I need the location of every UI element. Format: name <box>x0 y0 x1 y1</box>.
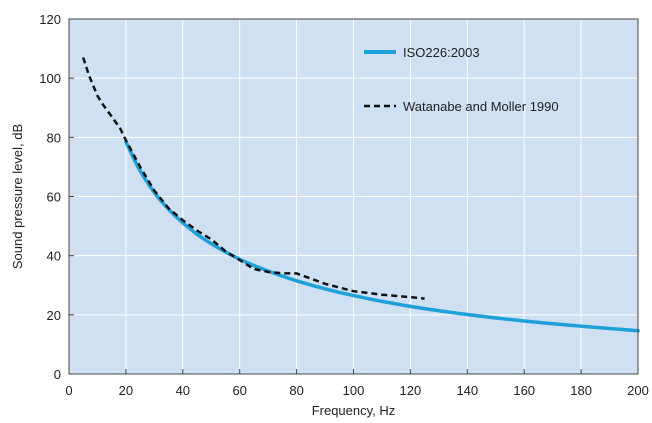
legend-label-iso226: ISO226:2003 <box>403 45 480 60</box>
y-tick-label: 20 <box>47 308 61 323</box>
x-tick-label: 80 <box>289 383 303 398</box>
y-tick-label: 60 <box>47 190 61 205</box>
plot-area <box>68 18 640 375</box>
legend: ISO226:2003 Watanabe and Moller 1990 <box>364 45 559 114</box>
x-tick-label: 100 <box>343 383 365 398</box>
x-tick-label: 140 <box>456 383 478 398</box>
x-tick-label: 60 <box>232 383 246 398</box>
x-tick-label: 0 <box>65 383 72 398</box>
y-tick-label: 120 <box>39 12 61 27</box>
y-tick-label: 100 <box>39 71 61 86</box>
x-tick-label: 180 <box>570 383 592 398</box>
series-layer <box>82 57 640 333</box>
plot-frame <box>68 18 639 375</box>
y-tick-labels: 0 20 40 60 80 100 120 <box>39 12 61 382</box>
x-tick-label: 20 <box>119 383 133 398</box>
legend-label-watanabe: Watanabe and Moller 1990 <box>403 99 559 114</box>
x-tick-label: 200 <box>627 383 649 398</box>
x-tick-label: 40 <box>176 383 190 398</box>
y-tick-label: 40 <box>47 249 61 264</box>
y-tick-label: 80 <box>47 130 61 145</box>
y-tick-label: 0 <box>54 367 61 382</box>
y-axis-title: Sound pressure level, dB <box>10 124 25 269</box>
gridlines <box>69 19 638 374</box>
x-tick-labels: 0 20 40 60 80 100 120 140 160 180 200 <box>65 383 648 398</box>
x-axis-title: Frequency, Hz <box>312 403 396 418</box>
x-tick-label: 160 <box>513 383 535 398</box>
series-line-watanabe <box>82 57 425 300</box>
x-tick-label: 120 <box>400 383 422 398</box>
